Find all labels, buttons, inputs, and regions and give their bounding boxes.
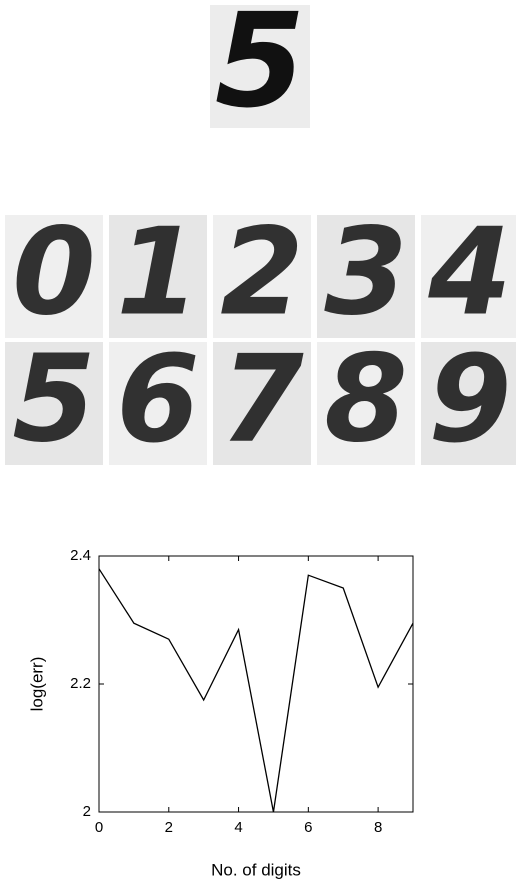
digit: 3 [324, 204, 408, 343]
digit-image [109, 215, 207, 338]
digit: 7 [220, 331, 304, 470]
x-tick-label: 4 [234, 819, 242, 836]
plot-frame [98, 555, 414, 813]
data-line [98, 568, 414, 813]
digit: 5 [12, 331, 96, 470]
digit: 2 [220, 204, 304, 343]
digit-image [317, 342, 415, 465]
digit-image [213, 215, 311, 338]
y-tick-label: 2.4 [70, 547, 91, 564]
digit-image [5, 342, 103, 465]
digit-image [421, 342, 516, 465]
digit-image [109, 342, 207, 465]
digit: 0 [12, 204, 96, 343]
digit: 8 [324, 331, 408, 470]
sample-digit: 5 [215, 0, 305, 137]
digit: 9 [428, 331, 512, 470]
sample-image [210, 5, 310, 128]
digit: 1 [116, 204, 200, 343]
digit-image [317, 215, 415, 338]
digit: 6 [116, 331, 200, 470]
x-tick-label: 6 [304, 819, 312, 836]
y-tick-label: 2 [83, 803, 91, 820]
digit-grid: 0 1 2 3 4 5 6 7 8 9 [5, 204, 516, 470]
digit: 4 [427, 204, 512, 343]
x-tick-label: 0 [95, 819, 103, 836]
digit-image [5, 215, 103, 338]
digit-image [213, 342, 311, 465]
digit-image [421, 215, 516, 338]
x-tick-label: 8 [374, 819, 382, 836]
y-tick-label: 2.2 [70, 675, 91, 692]
y-axis-label: log(err) [27, 657, 46, 712]
x-tick-label: 2 [165, 819, 173, 836]
x-axis-label: No. of digits [211, 860, 301, 879]
